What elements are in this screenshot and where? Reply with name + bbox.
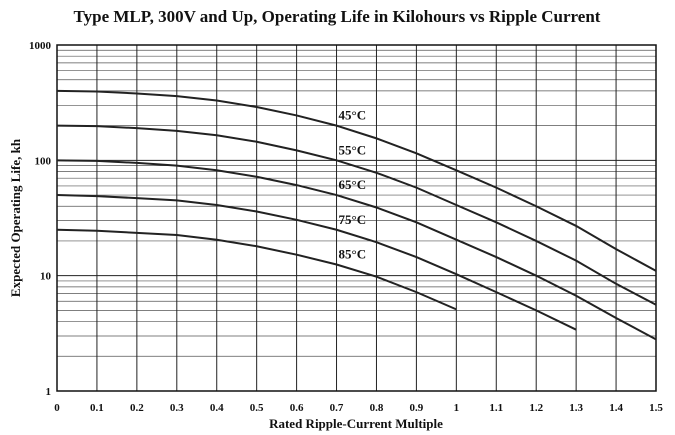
y-tick-label: 1 <box>46 386 52 398</box>
x-tick-label: 0.8 <box>370 402 384 414</box>
x-tick-label: 0.5 <box>250 402 264 414</box>
series-label: 45°C <box>339 108 367 123</box>
series-line <box>56 89 657 272</box>
plot-frame <box>56 44 657 392</box>
series-line <box>56 159 657 341</box>
x-tick-label: 1.2 <box>529 402 543 414</box>
x-axis-label: Rated Ripple-Current Multiple <box>269 416 443 431</box>
x-tick-label: 1.1 <box>489 402 503 414</box>
y-tick-label: 100 <box>35 155 52 167</box>
series-label: 75°C <box>339 212 367 227</box>
x-tick-label: 0.2 <box>130 402 144 414</box>
x-tick-label: 1.5 <box>649 402 663 414</box>
x-tick-label: 1 <box>454 402 460 414</box>
series-label: 85°C <box>339 246 367 261</box>
series-line <box>56 194 577 331</box>
series-line <box>56 124 657 306</box>
x-tick-label: 0.1 <box>90 402 104 414</box>
x-tick-label: 0 <box>54 402 60 414</box>
chart-title: Type MLP, 300V and Up, Operating Life in… <box>74 7 601 26</box>
y-tick-label: 1000 <box>29 40 52 52</box>
series-line <box>56 228 457 311</box>
x-tick-label: 0.3 <box>170 402 184 414</box>
x-tick-label: 0.4 <box>210 402 224 414</box>
x-tick-label: 0.9 <box>410 402 424 414</box>
series-label: 55°C <box>339 142 367 157</box>
series-label: 65°C <box>339 177 367 192</box>
y-tick-label: 10 <box>40 271 52 283</box>
x-tick-label: 1.3 <box>569 402 583 414</box>
x-tick-label: 1.4 <box>609 402 623 414</box>
x-tick-label: 0.7 <box>330 402 344 414</box>
y-axis-label: Expected Operating Life, kh <box>8 138 23 297</box>
x-tick-label: 0.6 <box>290 402 304 414</box>
